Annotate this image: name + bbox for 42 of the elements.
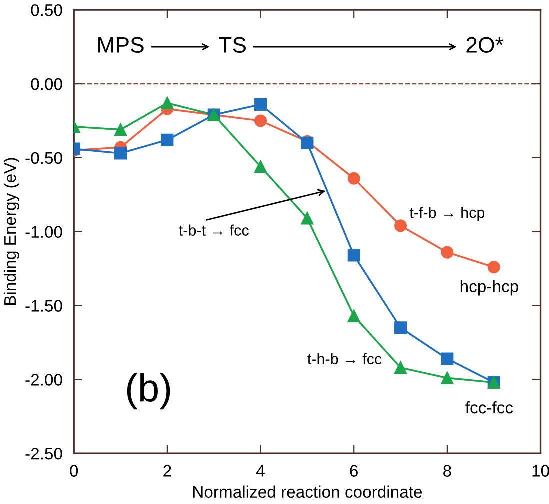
point xyxy=(114,124,128,136)
y-tick-label: 0.00 xyxy=(31,78,62,90)
point xyxy=(441,246,454,259)
annotation: fcc-fcc xyxy=(466,402,514,414)
y-axis-title: Binding Energy (eV) xyxy=(4,158,20,306)
point xyxy=(394,362,408,374)
point xyxy=(441,352,454,366)
point xyxy=(301,212,314,225)
point xyxy=(161,96,174,110)
point xyxy=(348,172,360,185)
annotation: t-f-b → hcp xyxy=(410,206,485,222)
y-tick-label: -0.50 xyxy=(26,152,62,164)
y-tick-label: -1.50 xyxy=(26,300,62,312)
annotation: TS xyxy=(219,37,246,54)
y-tick-label: -2.50 xyxy=(26,448,62,460)
point xyxy=(114,147,128,160)
point xyxy=(394,322,408,334)
annotation: (b) xyxy=(127,373,170,410)
point xyxy=(488,261,500,274)
point xyxy=(394,220,408,232)
point xyxy=(254,160,268,174)
x-tick-label: 0 xyxy=(70,465,78,477)
annotation: MPS xyxy=(98,37,144,54)
annotation: t-h-b → fcc xyxy=(308,353,382,365)
point xyxy=(254,98,268,111)
x-tick-label: 6 xyxy=(350,465,358,477)
point xyxy=(441,372,454,384)
x-tick-label: 2 xyxy=(164,465,172,477)
y-tick-label: -2.00 xyxy=(26,374,62,386)
x-tick-label: 10 xyxy=(532,465,549,477)
y-tick-label: -1.00 xyxy=(26,226,62,238)
annotation: t-b-t → fcc xyxy=(179,224,249,236)
x-axis-title: Normalized reaction coordinate xyxy=(193,486,422,498)
annotation: hcp-hcp xyxy=(460,280,518,296)
point xyxy=(348,310,360,322)
point xyxy=(161,134,174,146)
point xyxy=(254,114,268,128)
y-tick-label: 0.50 xyxy=(31,4,62,16)
x-tick-label: 4 xyxy=(256,465,265,477)
x-tick-label: 8 xyxy=(444,465,452,477)
point xyxy=(348,249,360,262)
annotation: 2O* xyxy=(466,37,504,54)
